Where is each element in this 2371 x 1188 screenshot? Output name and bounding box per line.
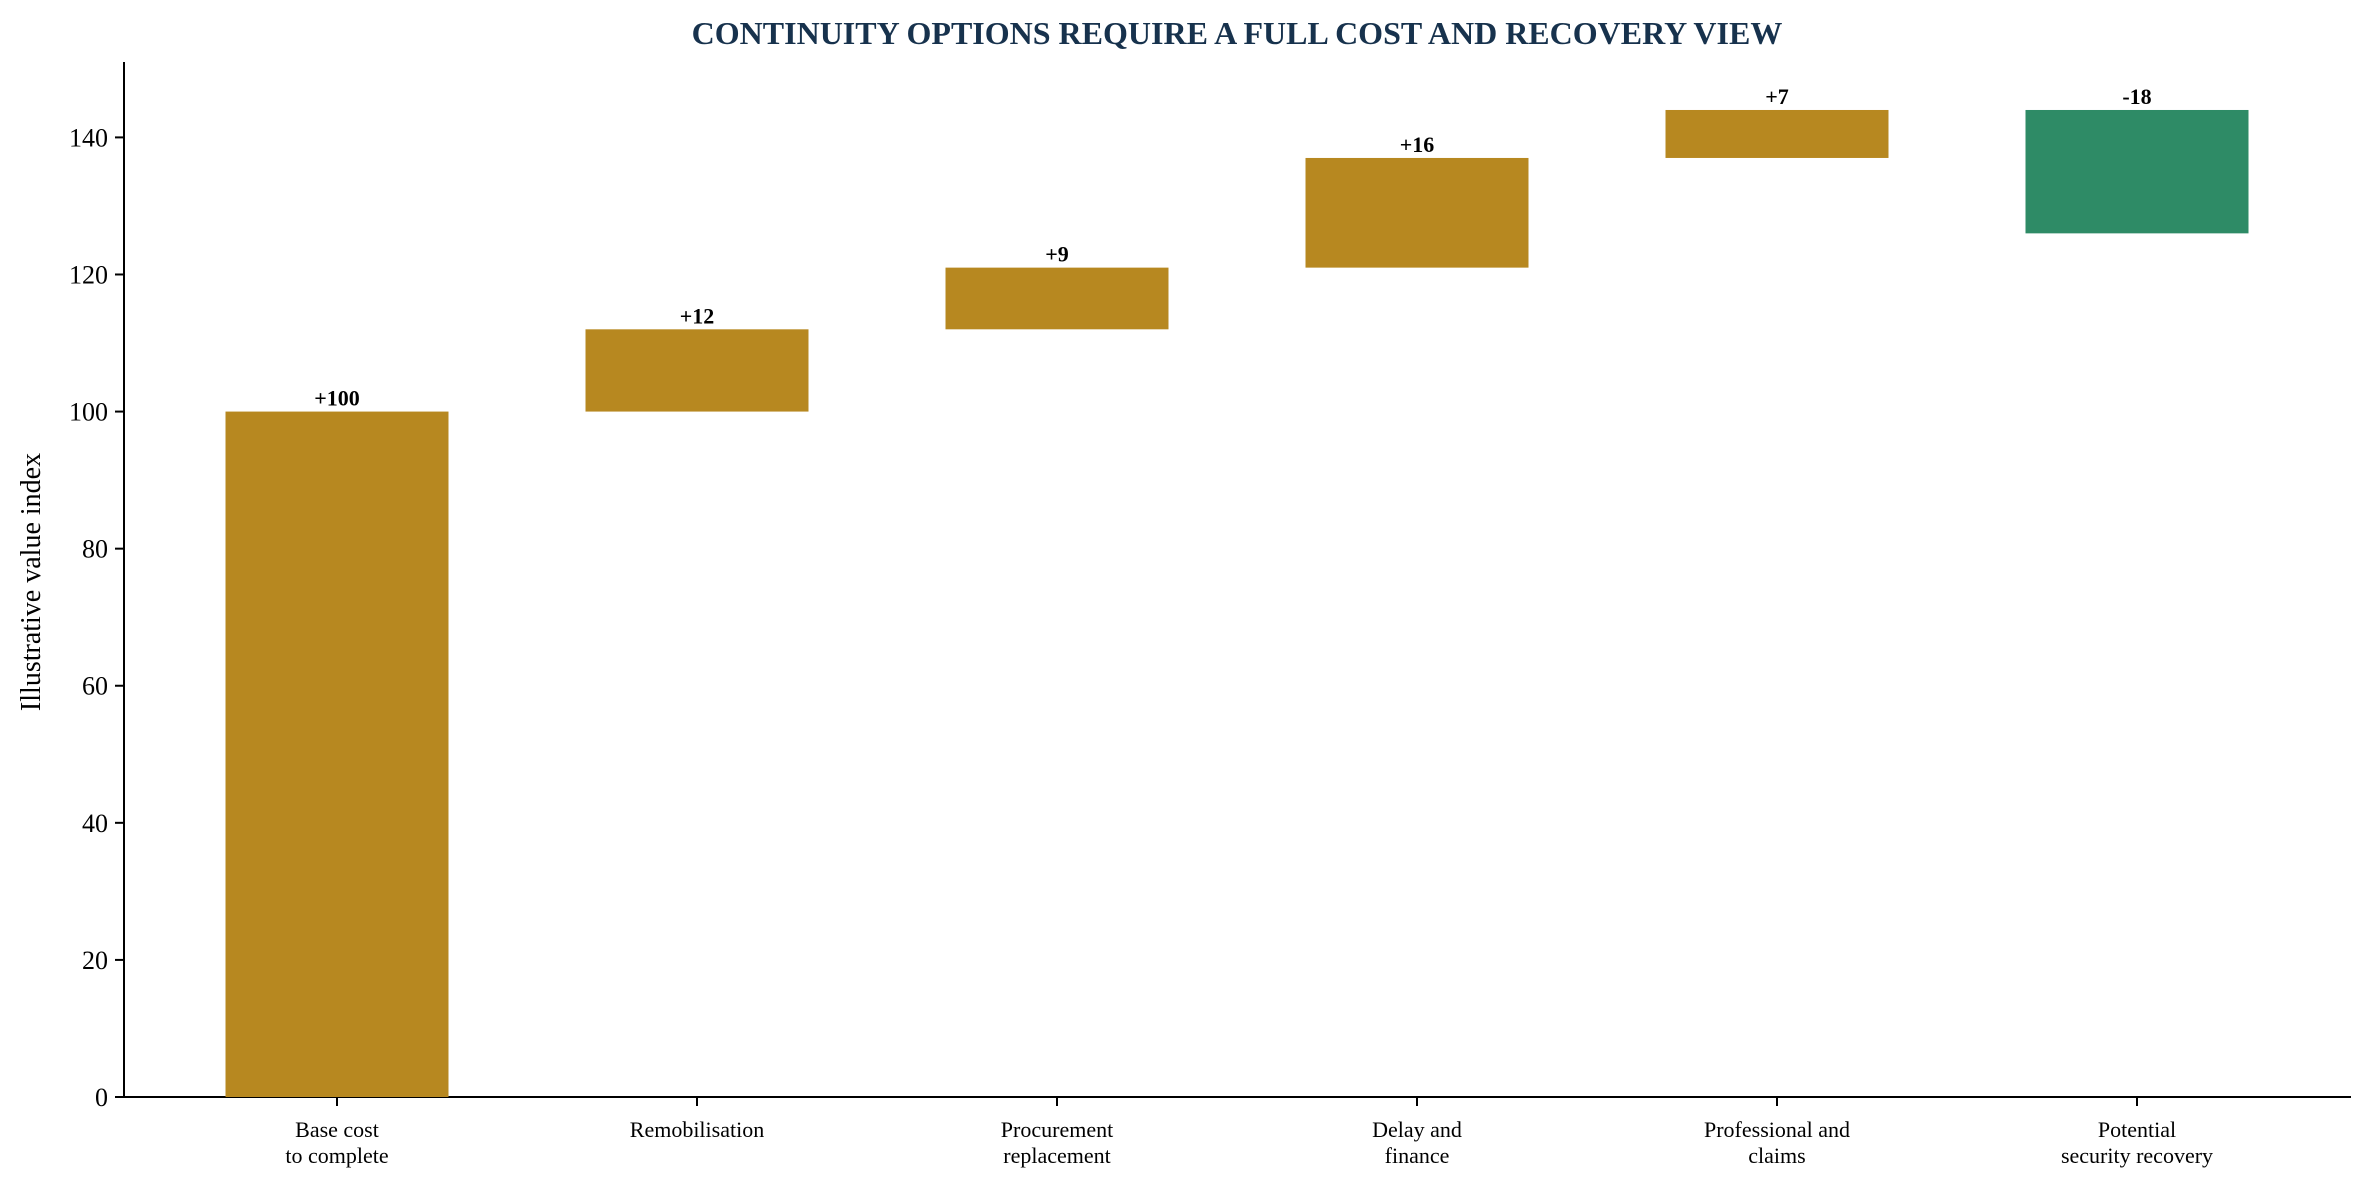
- x-tick-label: claims: [1748, 1143, 1805, 1168]
- x-tick-label: finance: [1385, 1143, 1450, 1168]
- bars: +100 +12 +9 +16 +7 -18: [225, 84, 2249, 1097]
- x-tick-label: Potential: [2098, 1117, 2176, 1142]
- y-tick-label: 20: [82, 946, 108, 975]
- y-tick-label: 100: [69, 398, 108, 427]
- x-tick-label: Delay and: [1372, 1117, 1462, 1142]
- x-tick-label: Procurement: [1001, 1117, 1113, 1142]
- y-tick-label: 140: [69, 123, 108, 152]
- bar-value-label: +16: [1400, 132, 1435, 157]
- y-tick-label: 0: [95, 1083, 108, 1112]
- x-tick-label: Professional and: [1704, 1117, 1850, 1142]
- y-axis-label: Illustrative value index: [16, 453, 47, 711]
- x-tick-label: Remobilisation: [630, 1117, 764, 1142]
- chart-title: CONTINUITY OPTIONS REQUIRE A FULL COST A…: [692, 15, 1783, 51]
- bar-value-label: -18: [2122, 84, 2151, 109]
- bar-value-label: +9: [1045, 242, 1069, 267]
- waterfall-bar: [585, 329, 809, 412]
- x-tick-label: to complete: [285, 1143, 388, 1168]
- x-tick-label: Base cost: [295, 1117, 379, 1142]
- waterfall-bar: [1665, 109, 1889, 158]
- waterfall-bar: [945, 267, 1169, 330]
- bar-value-label: +100: [314, 386, 360, 411]
- y-tick-label: 60: [82, 672, 108, 701]
- waterfall-bar: [2025, 109, 2249, 234]
- y-tick-label: 120: [69, 260, 108, 289]
- x-tick-label: replacement: [1003, 1143, 1111, 1168]
- x-tick-label: security recovery: [2061, 1143, 2213, 1168]
- y-ticks: 0 20 40 60 80 100 120 140: [69, 123, 124, 1112]
- bar-value-label: +12: [680, 303, 715, 328]
- bar-value-label: +7: [1765, 84, 1789, 109]
- waterfall-bar: [1305, 157, 1529, 268]
- y-tick-label: 40: [82, 809, 108, 838]
- waterfall-bar: [225, 411, 449, 1097]
- y-tick-label: 80: [82, 535, 108, 564]
